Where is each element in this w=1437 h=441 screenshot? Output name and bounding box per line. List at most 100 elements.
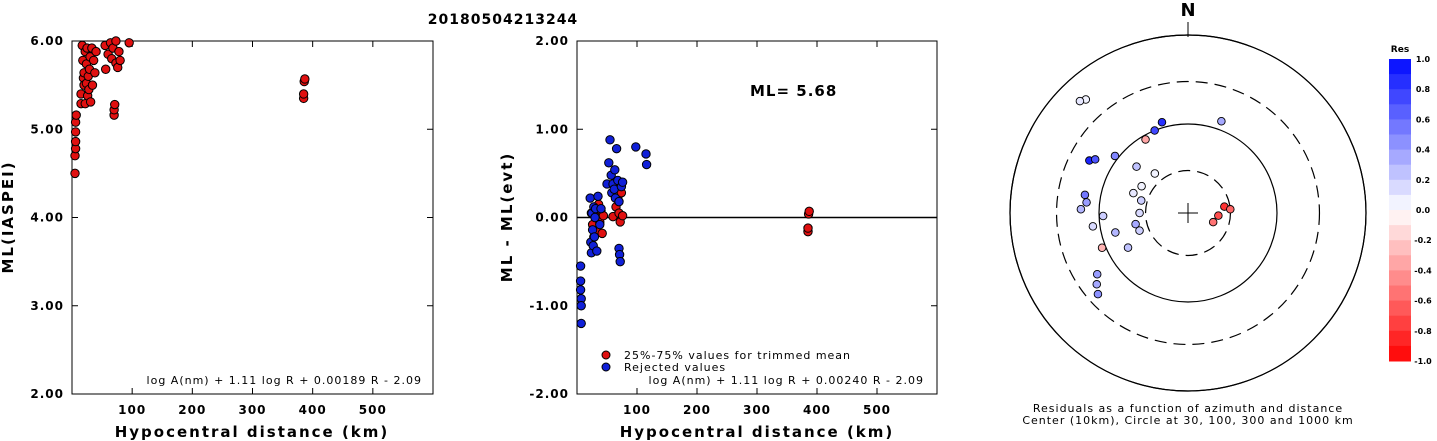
station-marker [1150, 126, 1159, 135]
station-marker [1088, 222, 1098, 231]
station-marker [1132, 162, 1141, 171]
colorbar-band [1389, 119, 1411, 135]
ml-annotation: ML= 5.68 [750, 82, 837, 100]
station-marker [1076, 205, 1086, 214]
colorbar-tick-label: -1.0 [1414, 357, 1432, 366]
data-point [610, 165, 620, 175]
legend-marker-rejected [601, 362, 611, 372]
station-marker [1135, 226, 1144, 235]
legend-label-rejected: Rejected values [624, 361, 726, 374]
data-point [595, 219, 605, 230]
colorbar-band [1389, 134, 1411, 151]
data-point [614, 196, 624, 207]
colorbar-ticks: 1.0 0.8 0.6 0.4 0.2 0.0 -0.2 -0.4 -0.6 -0.8 -1.0 [1414, 55, 1432, 366]
x-tick-label: 100 [623, 403, 651, 417]
x-tick-label: 400 [299, 403, 327, 417]
colorbar-band [1389, 300, 1411, 317]
colorbar-tick-label: -0.8 [1414, 327, 1432, 336]
colorbar-tick-label: 1.0 [1416, 55, 1431, 64]
formula-text: log A(nm) + 1.11 log R + 0.00240 R - 2.0… [649, 374, 924, 387]
data-point [90, 68, 100, 78]
y-axis-label: ML - ML(evt) [498, 152, 516, 282]
x-tick-label: 500 [359, 403, 387, 417]
ring-100km [1098, 123, 1278, 303]
ring-300km [1055, 80, 1321, 346]
station-marker [1157, 118, 1167, 127]
x-tick-label: 300 [238, 403, 266, 417]
x-axis-ticks: 100 200 300 400 500 [118, 41, 387, 417]
x-tick-label: 300 [743, 403, 771, 417]
data-point [604, 158, 614, 168]
data-point [585, 193, 595, 203]
station-marker [1075, 96, 1085, 106]
station-marker [1093, 289, 1103, 299]
panel-azimuth-residuals: N Residuals as a function of azimuth and… [1009, 0, 1367, 427]
x-tick-label: 200 [178, 403, 206, 417]
y-axis-ticks: -2.00 -1.00 0.00 1.00 2.00 [529, 34, 937, 401]
y-tick-label: 3.00 [30, 299, 64, 313]
data-point [575, 276, 586, 286]
caption-line-1: Residuals as a function of azimuth and d… [1033, 402, 1343, 415]
colorbar-band [1389, 285, 1411, 302]
data-point [70, 136, 81, 147]
x-axis-label: Hypocentral distance (km) [620, 423, 895, 441]
y-tick-label: 0.00 [535, 211, 569, 225]
station-marker [1123, 243, 1133, 252]
data-point [641, 159, 652, 170]
y-tick-label: 2.00 [30, 387, 64, 401]
data-point [631, 142, 641, 152]
figure-title: 20180504213244 [428, 12, 578, 28]
distance-rings [1009, 34, 1367, 392]
colorbar-band [1389, 194, 1411, 211]
data-point [91, 46, 101, 57]
station-marker [1141, 135, 1150, 144]
y-tick-label: -1.00 [529, 299, 569, 313]
colorbar-band [1389, 89, 1411, 105]
data-point [611, 143, 622, 154]
data-point [85, 97, 96, 107]
colorbar-tick-label: 0.6 [1416, 115, 1431, 124]
data-point [596, 203, 606, 214]
data-point [100, 64, 111, 74]
data-point [71, 110, 81, 120]
colorbar-label: Res [1391, 45, 1409, 55]
data-point [124, 38, 134, 48]
x-tick-label: 400 [803, 403, 831, 417]
colorbar-band [1389, 345, 1411, 362]
data-point [803, 223, 813, 233]
x-tick-label: 200 [683, 403, 711, 417]
station-marker [1136, 196, 1146, 205]
data-point [605, 135, 615, 145]
station-marker [1111, 228, 1120, 237]
data-point [70, 168, 80, 179]
y-tick-label: 2.00 [535, 34, 569, 48]
data-point [575, 261, 586, 271]
y-axis-label: ML(IASPEI) [0, 160, 17, 273]
data-point [589, 232, 600, 242]
data-point [111, 36, 121, 46]
station-markers [1075, 95, 1235, 299]
x-tick-label: 500 [863, 403, 891, 417]
panel-residual-vs-distance: 100 200 300 400 500 -2.00 -1.00 0.00 1.00 2.00 M… [498, 34, 938, 441]
x-tick-label: 100 [118, 403, 146, 417]
station-marker [1082, 198, 1091, 207]
y-tick-label: -2.00 [529, 387, 569, 401]
station-marker [1080, 190, 1090, 200]
ring-1000km [1009, 34, 1367, 392]
colorbar-tick-label: 0.4 [1416, 146, 1431, 155]
plot-frame [71, 40, 434, 395]
data-point [115, 55, 125, 66]
colorbar: Res 1.0 0.8 0.6 0.4 0.2 0.0 -0.2 -0.4 -0.6 -0.8 -1… [1389, 45, 1432, 366]
panel-ml-vs-distance: 100 200 300 400 500 2.00 3.00 4.00 5.00 6.00 log… [0, 34, 434, 441]
station-marker [1131, 219, 1140, 229]
formula-text: log A(nm) + 1.11 log R + 0.00189 R - 2.0… [147, 374, 422, 387]
colorbar-tick-label: -0.4 [1414, 266, 1432, 275]
data-point [575, 285, 586, 295]
y-tick-label: 5.00 [30, 122, 64, 136]
data-point [804, 206, 814, 217]
colorbar-tick-label: 0.0 [1416, 206, 1431, 215]
data-point [592, 246, 602, 256]
data-point [597, 228, 607, 239]
data-point [641, 149, 651, 159]
